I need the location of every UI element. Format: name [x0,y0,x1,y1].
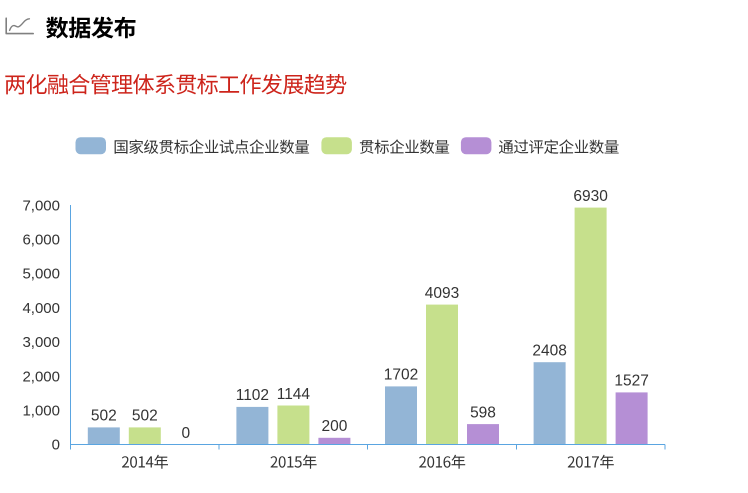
svg-text:1,000: 1,000 [22,403,60,420]
svg-text:0: 0 [52,437,60,454]
svg-text:1527: 1527 [614,373,648,390]
svg-text:7,000: 7,000 [22,197,60,214]
svg-text:1702: 1702 [384,367,418,384]
svg-text:0: 0 [181,425,190,442]
svg-text:6930: 6930 [573,188,608,205]
svg-text:1144: 1144 [277,386,311,403]
svg-text:598: 598 [470,404,496,421]
svg-text:6,000: 6,000 [22,232,60,249]
svg-text:4093: 4093 [425,285,459,302]
svg-text:1102: 1102 [236,387,269,404]
svg-text:2408: 2408 [532,343,566,360]
svg-text:5,000: 5,000 [22,266,60,283]
svg-text:3,000: 3,000 [22,334,60,351]
svg-text:502: 502 [132,408,158,425]
svg-text:4,000: 4,000 [22,300,60,317]
svg-text:200: 200 [321,418,347,435]
svg-text:2,000: 2,000 [22,368,60,385]
svg-text:502: 502 [91,408,117,425]
